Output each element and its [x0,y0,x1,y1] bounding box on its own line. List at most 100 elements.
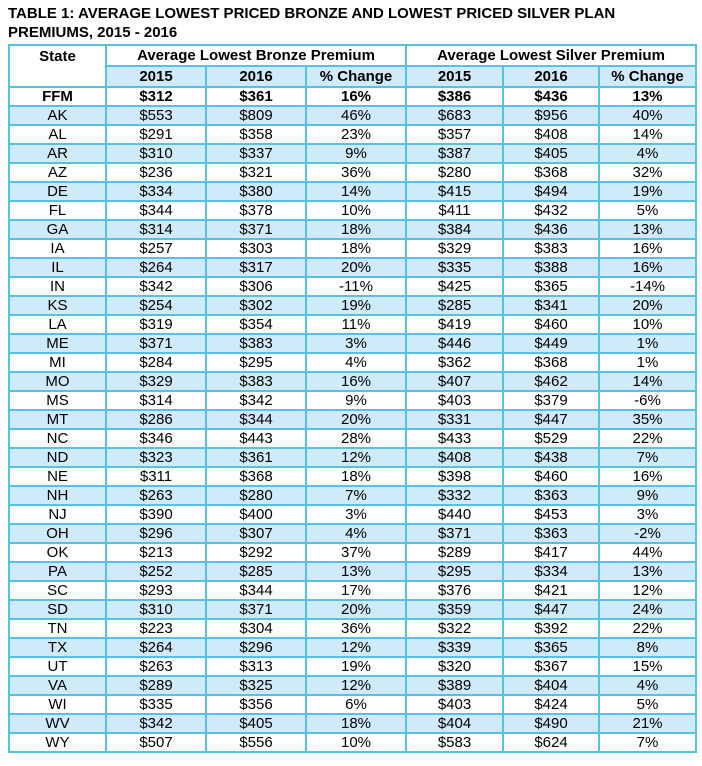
cell-bronze-2016: $380 [205,181,307,202]
cell-state: AK [8,105,107,126]
cell-bronze-2016: $361 [205,86,307,107]
cell-silver-2016: $417 [502,542,600,563]
table-row: NC $346 $443 28% $433 $529 22% [8,428,697,449]
cell-silver-change: 13% [598,219,697,240]
cell-bronze-2016: $383 [205,371,307,392]
cell-silver-change: 21% [598,713,697,734]
cell-bronze-2015: $344 [105,200,207,221]
cell-bronze-2015: $390 [105,504,207,525]
cell-bronze-change: 36% [305,618,407,639]
cell-bronze-2015: $310 [105,143,207,164]
cell-silver-2015: $335 [405,257,504,278]
table-row: OK $213 $292 37% $289 $417 44% [8,542,697,563]
table-row: DE $334 $380 14% $415 $494 19% [8,181,697,202]
cell-state: WV [8,713,107,734]
cell-silver-change: 8% [598,637,697,658]
cell-bronze-2015: $553 [105,105,207,126]
cell-bronze-change: 3% [305,333,407,354]
cell-silver-2016: $460 [502,466,600,487]
cell-bronze-change: 20% [305,409,407,430]
cell-silver-change: 12% [598,580,697,601]
table-row: IN $342 $306 -11% $425 $365 -14% [8,276,697,297]
cell-bronze-2015: $223 [105,618,207,639]
cell-silver-2015: $329 [405,238,504,259]
cell-silver-change: 32% [598,162,697,183]
cell-bronze-change: 36% [305,162,407,183]
cell-silver-2016: $449 [502,333,600,354]
cell-silver-2016: $529 [502,428,600,449]
cell-state: AR [8,143,107,164]
cell-bronze-change: 23% [305,124,407,145]
cell-silver-2016: $462 [502,371,600,392]
cell-silver-2016: $494 [502,181,600,202]
cell-bronze-2015: $252 [105,561,207,582]
cell-silver-2015: $425 [405,276,504,297]
cell-silver-2015: $683 [405,105,504,126]
cell-bronze-2015: $334 [105,181,207,202]
table-row: SD $310 $371 20% $359 $447 24% [8,599,697,620]
table-title: TABLE 1: AVERAGE LOWEST PRICED BRONZE AN… [8,5,616,41]
table-row: IA $257 $303 18% $329 $383 16% [8,238,697,259]
cell-silver-change: 14% [598,124,697,145]
cell-state: TN [8,618,107,639]
cell-bronze-2015: $335 [105,694,207,715]
cell-bronze-change: 4% [305,352,407,373]
cell-silver-2016: $365 [502,637,600,658]
cell-silver-change: 24% [598,599,697,620]
cell-silver-2016: $490 [502,713,600,734]
cell-silver-2016: $436 [502,219,600,240]
cell-silver-2015: $331 [405,409,504,430]
cell-bronze-2016: $302 [205,295,307,316]
cell-state: DE [8,181,107,202]
cell-silver-2016: $447 [502,599,600,620]
table-row: MO $329 $383 16% $407 $462 14% [8,371,697,392]
cell-silver-change: 1% [598,352,697,373]
cell-bronze-change: 28% [305,428,407,449]
cell-state: PA [8,561,107,582]
cell-silver-change: 7% [598,732,697,753]
col-header-silver-change: % Change [598,65,697,88]
table-row: ND $323 $361 12% $408 $438 7% [8,447,697,468]
cell-state: GA [8,219,107,240]
cell-silver-2016: $388 [502,257,600,278]
table-row: KS $254 $302 19% $285 $341 20% [8,295,697,316]
table-row: NH $263 $280 7% $332 $363 9% [8,485,697,506]
cell-silver-2016: $363 [502,485,600,506]
table-row: ME $371 $383 3% $446 $449 1% [8,333,697,354]
cell-silver-2015: $362 [405,352,504,373]
cell-bronze-2015: $263 [105,485,207,506]
cell-bronze-2015: $284 [105,352,207,373]
cell-bronze-2016: $383 [205,333,307,354]
cell-state: OH [8,523,107,544]
cell-silver-change: 22% [598,428,697,449]
cell-silver-2016: $447 [502,409,600,430]
cell-state: WY [8,732,107,753]
sub-header-row: 2015 2016 % Change 2015 2016 % Change [9,65,697,88]
cell-bronze-2016: $292 [205,542,307,563]
cell-silver-change: 3% [598,504,697,525]
cell-state: WI [8,694,107,715]
cell-state: UT [8,656,107,677]
cell-bronze-2015: $263 [105,656,207,677]
cell-silver-change: 16% [598,238,697,259]
cell-silver-change: 35% [598,409,697,430]
cell-bronze-change: 18% [305,713,407,734]
table-row: GA $314 $371 18% $384 $436 13% [8,219,697,240]
cell-silver-change: 4% [598,675,697,696]
cell-silver-change: 40% [598,105,697,126]
cell-state: IL [8,257,107,278]
cell-silver-2015: $386 [405,86,504,107]
cell-bronze-2016: $303 [205,238,307,259]
table-row: MI $284 $295 4% $362 $368 1% [8,352,697,373]
cell-bronze-2016: $405 [205,713,307,734]
cell-state: ME [8,333,107,354]
cell-bronze-change: 9% [305,143,407,164]
cell-bronze-2015: $346 [105,428,207,449]
cell-silver-2016: $368 [502,352,600,373]
cell-bronze-2015: $507 [105,732,207,753]
cell-bronze-change: 37% [305,542,407,563]
table-row: MT $286 $344 20% $331 $447 35% [8,409,697,430]
cell-bronze-change: 10% [305,200,407,221]
cell-bronze-change: 19% [305,295,407,316]
cell-silver-2015: $411 [405,200,504,221]
